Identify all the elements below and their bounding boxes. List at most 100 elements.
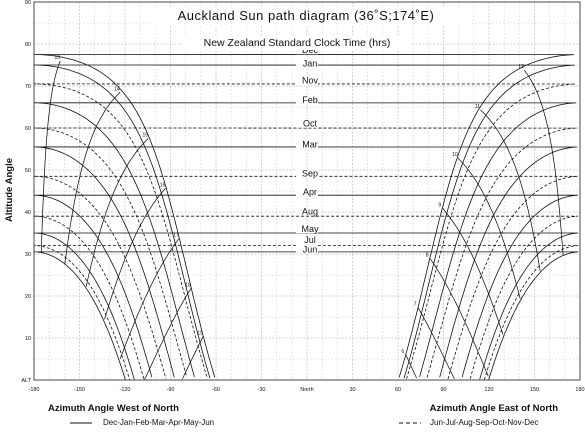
x-tick-label: 150: [530, 387, 539, 393]
hour-line-19: [182, 336, 204, 380]
month-label-bg: [296, 224, 318, 234]
hour-line-7: [417, 307, 455, 380]
month-label-mar: Mar: [302, 139, 318, 149]
month-label-bg: [296, 187, 318, 197]
month-curve-mar: [33, 146, 578, 378]
month-label-oct: Oct: [303, 119, 318, 129]
hour-line-8: [429, 258, 489, 377]
legend: Dec-Jan-Feb-Mar-Apr-May-Jun Jun-Jul-Aug-…: [70, 418, 538, 427]
month-label-bg: [296, 75, 318, 85]
month-label-bg: [296, 206, 318, 216]
hour-label-16: 16: [160, 182, 166, 188]
hour-line-18: [144, 288, 192, 380]
month-label-aug: Aug: [302, 207, 318, 217]
month-curve-apr: [34, 194, 578, 378]
hour-label-17: 17: [173, 233, 179, 239]
chart-title: Auckland Sun path diagram (36˚S;174˚E): [178, 8, 435, 23]
y-tick-label: 20: [25, 294, 31, 300]
y-tick-label: 10: [25, 336, 31, 342]
curves: [33, 54, 579, 380]
month-curve-oct: [33, 127, 577, 378]
month-curve-dec: [33, 54, 575, 378]
hour-lines: [40, 60, 564, 380]
hour-label-7: 7: [414, 302, 417, 308]
x-axis-label-west: Azimuth Angle West of North: [48, 403, 179, 414]
hour-label-11: 11: [475, 104, 480, 110]
hour-labels: 6 7 8 9 10 11 12 13 14 15 16 17 18 19: [54, 55, 524, 355]
hour-line-14: [64, 92, 121, 264]
hour-label-9: 9: [438, 202, 441, 208]
hour-label-6: 6: [401, 349, 404, 355]
y-tick-labels: ALT 10 20 30 40 50 60 70 80 90: [21, 0, 31, 384]
month-label-bg: [296, 235, 318, 245]
x-tick-label: North: [300, 387, 313, 393]
y-tick-label: 40: [25, 210, 31, 216]
month-label-may: May: [301, 224, 319, 234]
plot-frame: [33, 1, 581, 381]
chart-subtitle: New Zealand Standard Clock Time (hrs): [204, 37, 391, 49]
x-tick-label: 30: [349, 387, 355, 393]
month-label-apr: Apr: [303, 187, 317, 197]
x-tick-label: 120: [484, 387, 493, 393]
x-tick-label: 180: [575, 387, 584, 393]
subtitle-bg: [182, 36, 412, 50]
hour-label-12: 12: [518, 64, 524, 70]
hour-label-13: 13: [54, 55, 60, 61]
month-label-dec: Dec: [302, 45, 319, 55]
hour-line-12: [523, 69, 564, 256]
month-label-bg: [296, 168, 318, 178]
hour-line-11: [480, 109, 541, 272]
y-tick-label: 70: [25, 84, 31, 90]
y-tick-label: 60: [25, 126, 31, 132]
month-curve-sep: [34, 175, 578, 380]
y-tick-label: 80: [25, 42, 31, 48]
hour-label-10: 10: [452, 152, 458, 158]
x-tick-label: -180: [28, 387, 39, 393]
month-label-bg: [296, 94, 318, 104]
y-tick-label: 50: [25, 168, 31, 174]
hour-label-19: 19: [197, 330, 203, 336]
title-bg: [152, 7, 472, 25]
month-label-bg: [296, 139, 318, 149]
month-curve-may: [34, 232, 579, 380]
y-axis-label: Altitude Angle: [4, 158, 15, 222]
month-label-bg: [296, 244, 318, 254]
x-tick-label: -90: [167, 387, 175, 393]
month-label-jan: Jan: [303, 59, 318, 69]
hour-line-9: [442, 208, 504, 335]
month-label-bg: [296, 118, 318, 128]
month-label-sep: Sep: [302, 168, 318, 178]
hour-line-16: [104, 188, 166, 320]
x-tick-label: -120: [119, 387, 130, 393]
x-tick-label: -60: [212, 387, 220, 393]
y-tick-label: ALT: [21, 378, 31, 384]
month-label-jul: Jul: [304, 235, 316, 245]
hour-label-14: 14: [114, 86, 120, 92]
month-curve-feb: [33, 102, 577, 378]
legend-dashed-label: Jun-Jul-Aug-Sep-Oct-Nov-Dec: [430, 418, 538, 427]
hour-line-6: [405, 354, 417, 379]
x-tick-label: -150: [74, 387, 85, 393]
hour-line-15: [85, 138, 149, 287]
month-label-feb: Feb: [302, 95, 318, 105]
legend-solid-label: Dec-Jan-Feb-Mar-Apr-May-Jun: [103, 418, 214, 427]
hour-label-8: 8: [426, 253, 429, 259]
month-label-nov: Nov: [302, 75, 319, 85]
month-curve-jun: [34, 251, 579, 380]
x-tick-label: -30: [258, 387, 266, 393]
month-curve-jul: [34, 245, 579, 380]
month-curve-jan: [33, 64, 575, 379]
y-tick-label: 90: [25, 0, 31, 6]
month-label-jun: Jun: [303, 244, 318, 254]
hour-line-13: [40, 60, 61, 253]
hour-line-10: [457, 157, 521, 299]
x-axis-label-east: Azimuth Angle East of North: [430, 403, 559, 414]
x-tick-label: 90: [440, 387, 446, 393]
hour-label-18: 18: [185, 282, 191, 288]
x-tick-labels: -180 -150 -120 -90 -60 -30 North 30 60 90 120 150 18…: [28, 387, 584, 393]
y-tick-label: 30: [25, 252, 31, 258]
month-label-bg: [296, 58, 318, 68]
hour-line-17: [119, 238, 180, 360]
